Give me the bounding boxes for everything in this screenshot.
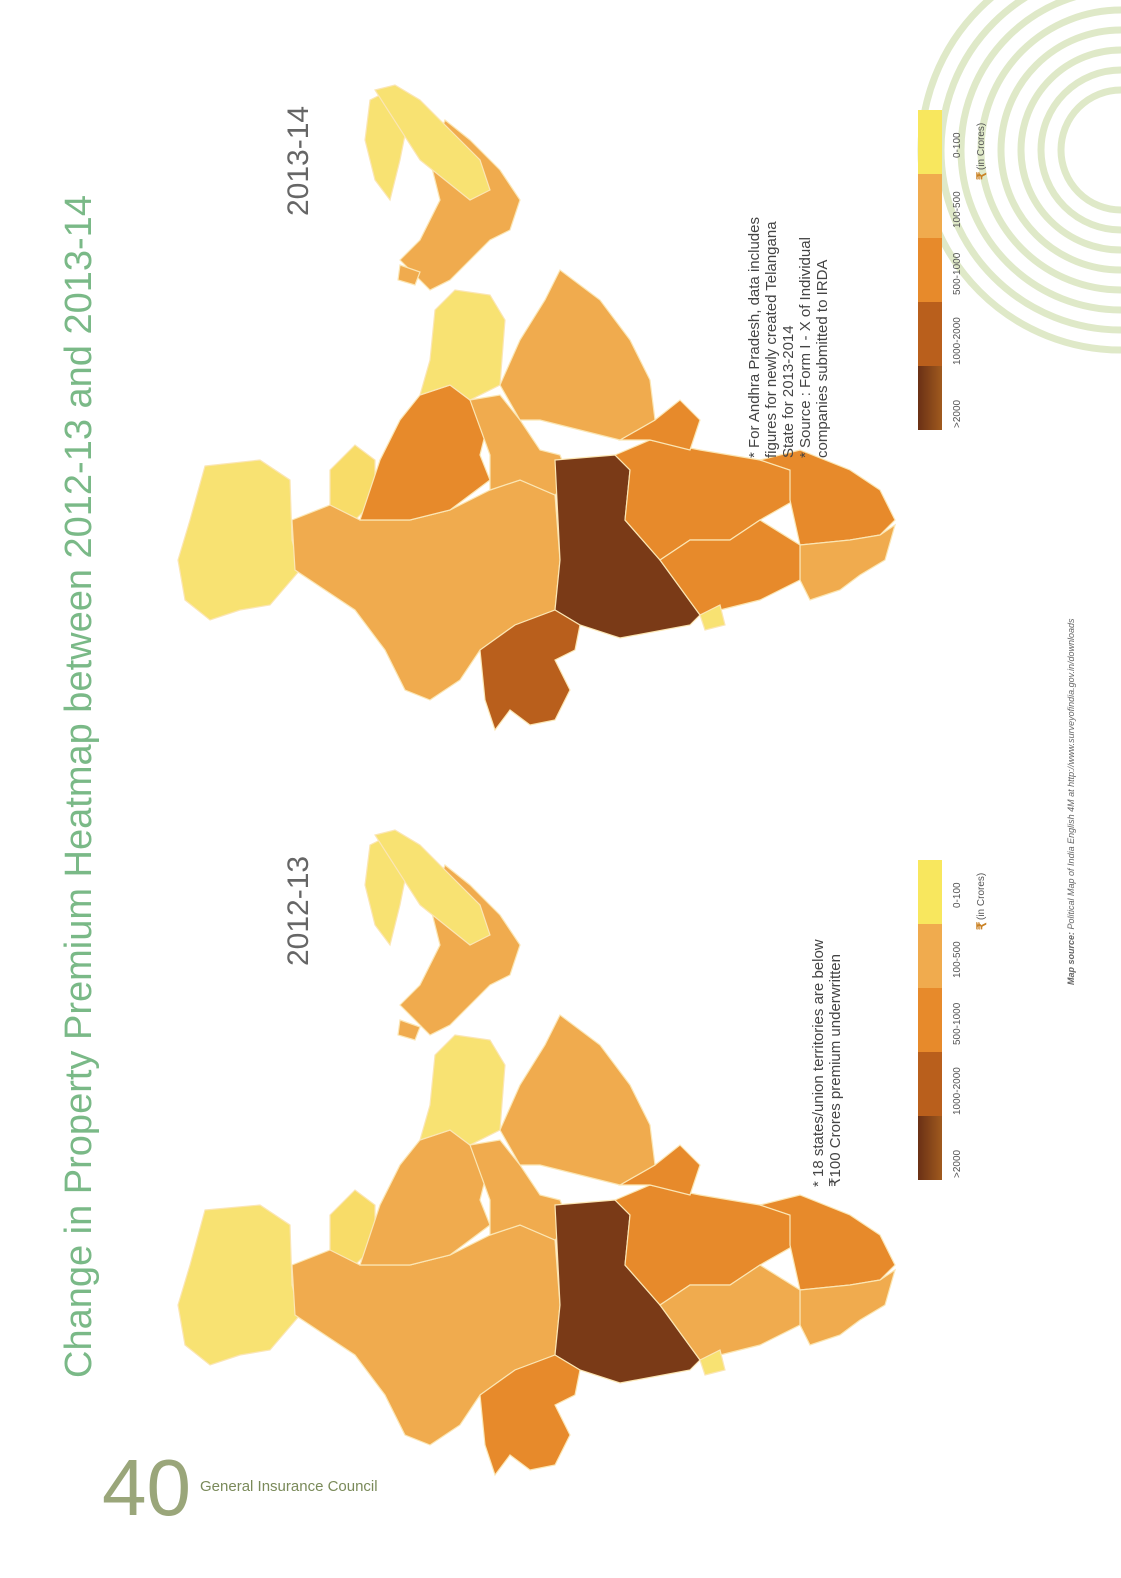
state-jk [177,1204,301,1366]
legend-label: 100-500 [952,191,963,228]
legend-swatch-over-2000 [918,366,942,430]
state-goa [699,604,726,631]
state-wb-ne [499,269,656,441]
legend-unit: (in Crores) [976,872,987,920]
note-line: companies submitted to IRDA [814,259,831,458]
legend-label: 0-100 [952,132,963,158]
state-arunachal [374,829,491,946]
legend-label: 500-1000 [952,1002,963,1045]
note-line: * For Andhra Pradesh, data includes [746,217,763,458]
note-line: * 18 states/union territories are below [810,939,827,1187]
state-kerala [799,523,897,601]
state-bihar [419,1034,506,1146]
legend-swatch-100-500 [918,924,942,988]
state-northeast [399,864,521,1036]
state-jk [177,459,301,621]
state-kerala [799,1268,897,1346]
legend-label: 1000-2000 [952,317,963,365]
map-year-2012-13: 2012-13 [282,855,315,966]
legend-swatch-0-100 [918,110,942,174]
state-island-1 [397,264,421,286]
map-source-label: Map source: [1066,931,1076,985]
legend-label: 0-100 [952,882,963,908]
state-gujarat [479,1354,581,1477]
note-line: * Source : Form I - X of Individual [797,237,814,458]
legend-unit: (in Crores) [976,122,987,170]
note-line: State for 2013-2014 [780,325,797,458]
legend-swatch-1000-2000 [918,302,942,366]
map-source-text: Political Map of India English 4M at htt… [1066,618,1076,930]
rupee-icon: ₹ [974,921,989,930]
page-title: Change in Property Premium Heatmap betwe… [58,195,100,1378]
legend-swatch-1000-2000 [918,1052,942,1116]
notes-2012-13: * 18 states/union territories are below … [810,939,844,1187]
notes-2013-14: * For Andhra Pradesh, data includes figu… [746,217,831,458]
legend-swatch-100-500 [918,174,942,238]
legend-label: >2000 [952,1149,963,1178]
state-bihar [419,289,506,401]
state-arunachal [374,84,491,201]
note-line: ₹100 Crores premium underwritten [827,954,844,1187]
rupee-icon: ₹ [974,171,989,180]
page-number: 40 [102,1443,191,1532]
legend-swatch-over-2000 [918,1116,942,1180]
state-gujarat [479,609,581,732]
state-goa [699,1349,726,1376]
legend-label: 100-500 [952,941,963,978]
state-wb-ne [499,1014,656,1186]
legend-swatch-0-100 [918,860,942,924]
map-source: Map source: Political Map of India Engli… [1066,618,1076,985]
legend-label: >2000 [952,399,963,428]
note-line: figures for newly created Telangana [763,221,780,458]
state-northeast [399,119,521,291]
legend-label: 500-1000 [952,252,963,295]
legend-swatch-500-1000 [918,238,942,302]
map-year-2013-14: 2013-14 [282,105,315,216]
legend-swatch-500-1000 [918,988,942,1052]
footer-org-name: General Insurance Council [200,1478,378,1495]
legend-label: 1000-2000 [952,1067,963,1115]
state-island-1 [397,1019,421,1041]
